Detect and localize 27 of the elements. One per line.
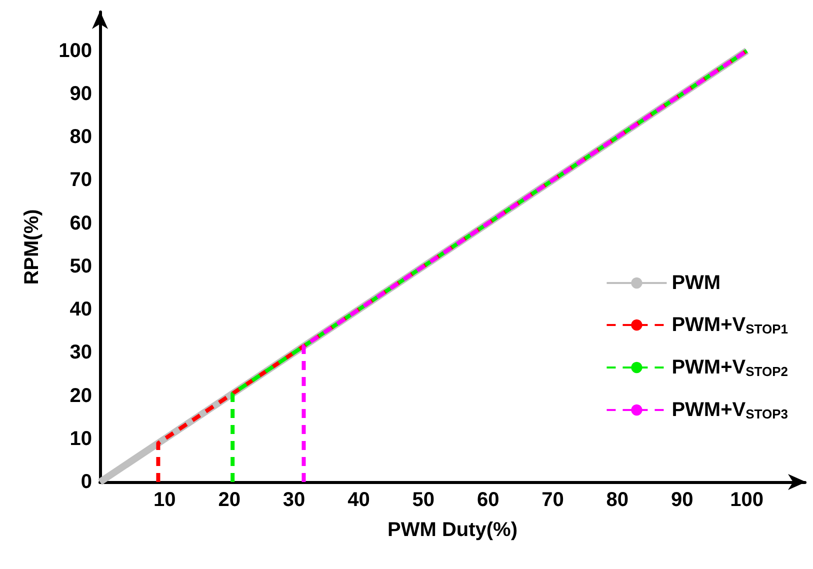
x-tick-label: 20	[218, 489, 240, 511]
y-tick-label: 10	[70, 428, 92, 450]
legend-label: PWM+VSTOP1	[672, 314, 788, 336]
y-axis-title: RPM(%)	[21, 209, 43, 285]
y-tick-label: 60	[70, 212, 92, 234]
y-tick-label: 50	[70, 255, 92, 278]
y-tick-label: 90	[70, 82, 92, 105]
y-tick-label: 40	[70, 298, 92, 321]
y-tick-label: 0	[80, 471, 92, 493]
x-tick-label: 10	[154, 489, 176, 511]
x-tick-label: 80	[606, 489, 629, 511]
y-tick-label: 20	[70, 384, 92, 407]
y-tick-label: 30	[70, 342, 92, 364]
x-tick-label: 90	[670, 489, 694, 511]
legend-label: PWM+VSTOP3	[672, 399, 788, 422]
y-tick-label: 70	[70, 169, 92, 192]
x-tick-label: 50	[412, 489, 435, 511]
x-tick-label: 100	[730, 489, 764, 511]
legend-label: PWM	[672, 272, 721, 294]
x-tick-label: 60	[476, 489, 500, 511]
legend-label: PWM+VSTOP2	[672, 356, 788, 379]
x-tick-label: 30	[282, 489, 306, 511]
x-tick-label: 70	[542, 489, 564, 511]
y-tick-label: 80	[70, 126, 92, 148]
x-axis-title: PWM Duty(%)	[388, 519, 518, 541]
y-tick-label: 100	[58, 40, 92, 62]
x-tick-label: 40	[348, 489, 370, 511]
